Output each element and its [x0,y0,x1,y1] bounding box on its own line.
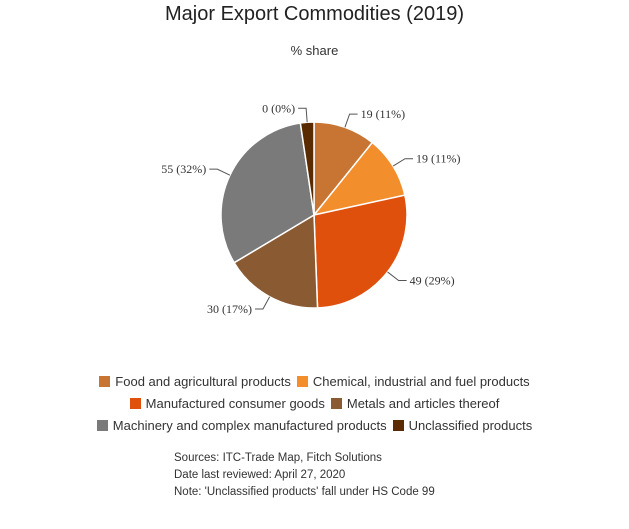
chart-title: Major Export Commodities (2019) [165,3,464,25]
legend-swatch-machinery [96,419,108,431]
legend-label-food: Food and agricultural products [115,373,291,389]
leader-line-machinery [209,168,231,176]
legend-label-manufactured: Manufactured consumer goods [145,395,325,411]
legend-label-unclassified: Unclassified products [408,417,533,433]
legend-swatch-chemical [296,375,308,387]
data-label-manufactured: 49 (29%) [410,274,455,288]
legend-item-machinery[interactable]: Machinery and complex manufactured produ… [96,417,387,433]
pie-chart: 19 (11%) 19 (11%) 49 (29%) 30 (17%) 55 (32%)… [161,101,461,316]
legend-label-machinery: Machinery and complex manufactured produ… [112,417,387,433]
leader-line-chemical [392,158,413,167]
legend-swatch-food [99,375,111,387]
legend-item-unclassified[interactable]: Unclassified products [392,417,533,433]
leader-line-unclassified [298,107,308,123]
leader-line-food [344,113,358,128]
legend-row-3: Machinery and complex manufactured produ… [0,414,629,436]
data-label-food: 19 (11%) [361,107,406,121]
legend-item-manufactured[interactable]: Manufactured consumer goods [129,395,325,411]
chart-subtitle: % share [290,43,339,58]
data-label-chemical: 19 (11%) [416,152,461,166]
pie-slice-manufactured[interactable] [313,194,408,309]
leader-line-metals [254,296,271,310]
note-date-reviewed: Date last reviewed: April 27, 2020 [174,469,346,481]
data-label-machinery: 55 (32%) [161,162,206,176]
note-unclassified: Note: 'Unclassified products' fall under… [174,486,435,498]
legend-row-2: Manufactured consumer goods Metals and a… [0,392,629,414]
legend-item-chemical[interactable]: Chemical, industrial and fuel products [296,373,530,389]
legend-label-chemical: Chemical, industrial and fuel products [312,373,530,389]
legend-swatch-manufactured [129,397,141,409]
source-notes: Sources: ITC-Trade Map, Fitch Solutions … [174,450,435,501]
data-label-unclassified: 0 (0%) [262,101,295,115]
legend-item-metals[interactable]: Metals and articles thereof [330,395,500,411]
pie-slice-metals[interactable] [233,213,319,309]
leader-line-manufactured [387,271,407,282]
pie-slice-machinery[interactable] [220,122,315,264]
note-sources: Sources: ITC-Trade Map, Fitch Solutions [174,452,382,464]
legend-swatch-metals [330,397,342,409]
pie-slice-unclassified[interactable] [299,121,315,216]
legend-item-food[interactable]: Food and agricultural products [99,374,291,389]
chart-legend: Food and agricultural products Chemical,… [0,370,629,436]
data-label-metals: 30 (17%) [207,302,252,316]
legend-row-1: Food and agricultural products Chemical,… [0,370,629,392]
legend-label-metals: Metals and articles thereof [346,395,500,411]
legend-swatch-unclassified [392,419,404,431]
